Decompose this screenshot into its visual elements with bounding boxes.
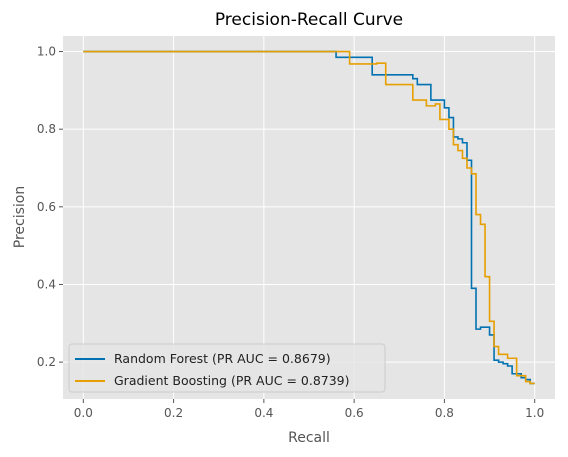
plot-area — [63, 36, 555, 399]
y-tick-label: 0.2 — [37, 355, 56, 369]
y-tick-label: 0.4 — [37, 277, 56, 291]
series-line-random-forest — [83, 50, 535, 385]
y-axis-ticks: 0.2 0.4 0.6 0.8 1.0 — [37, 45, 63, 369]
x-axis-label: Recall — [288, 430, 330, 446]
x-tick-label: 0.4 — [254, 406, 273, 420]
x-tick-label: 0.2 — [164, 406, 183, 420]
legend-label-gradient-boosting: Gradient Boosting (PR AUC = 0.8739) — [114, 373, 350, 388]
legend: Random Forest (PR AUC = 0.8679) Gradient… — [68, 343, 386, 393]
x-tick-label: 0.6 — [345, 406, 364, 420]
series-layer — [83, 50, 535, 385]
y-axis-label: Precision — [12, 186, 28, 248]
y-tick-label: 0.8 — [37, 122, 56, 136]
y-tick-label: 0.6 — [37, 200, 56, 214]
series-line-gradient-boosting — [83, 50, 535, 385]
chart-title: Precision-Recall Curve — [215, 10, 403, 30]
y-tick-label: 1.0 — [37, 45, 56, 59]
x-tick-label: 1.0 — [525, 406, 544, 420]
x-tick-label: 0.0 — [74, 406, 93, 420]
x-axis-ticks: 0.0 0.2 0.4 0.6 0.8 1.0 — [74, 399, 544, 420]
legend-box — [68, 343, 386, 393]
x-tick-label: 0.8 — [435, 406, 454, 420]
legend-label-random-forest: Random Forest (PR AUC = 0.8679) — [114, 351, 331, 366]
